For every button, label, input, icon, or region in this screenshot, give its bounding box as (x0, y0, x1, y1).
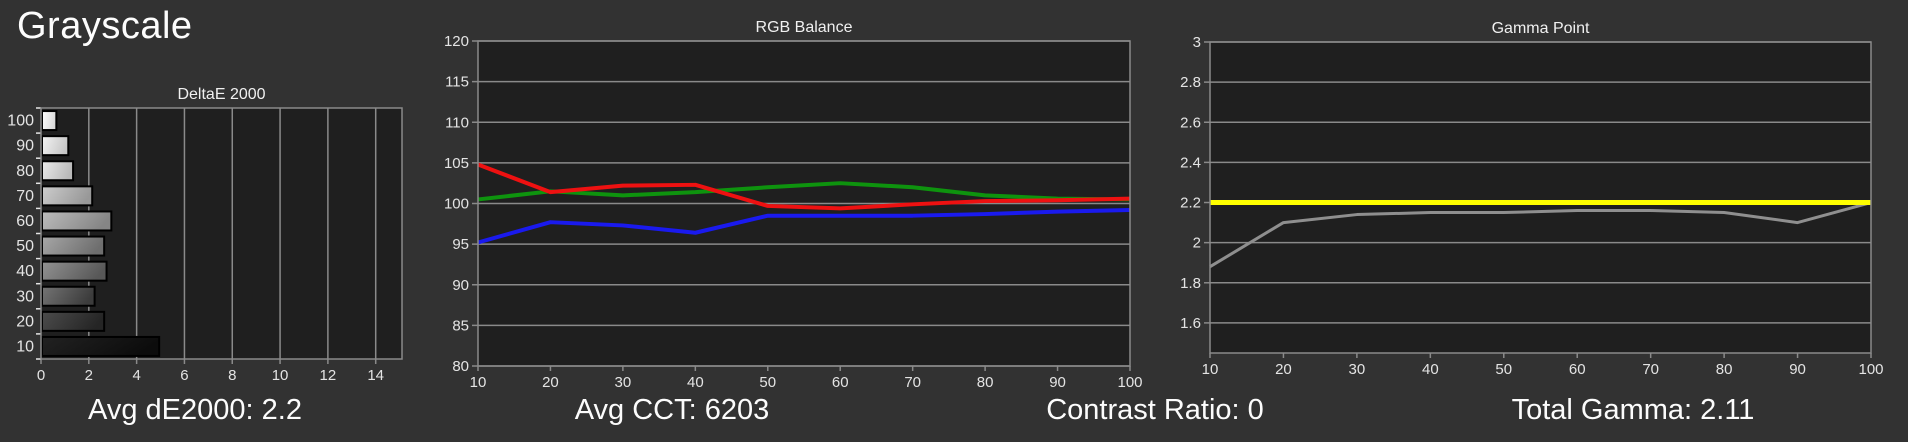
deltae-bar-30 (41, 285, 96, 307)
axis-tick-label: 30 (615, 374, 632, 391)
axis-tick-label: 20 (542, 374, 559, 391)
green-line (477, 181, 1131, 202)
axis-tick-label: 70 (1642, 361, 1659, 378)
deltae-bar-100 (41, 110, 58, 132)
deltae-bar-90 (41, 135, 70, 157)
axes: 3 2.8 2.6 2.4 2.2 2 1.8 1.6 10 20 30 40 50 60 70 80 90 10… (1180, 34, 1883, 378)
axis-tick-label: 90 (16, 138, 34, 155)
axis-tick-label: 2.6 (1180, 114, 1201, 131)
axis-tick-label: 40 (687, 374, 704, 391)
axis-tick-label: 2.4 (1180, 154, 1201, 171)
series (1209, 200, 1872, 269)
axis-tick-label: 115 (445, 74, 469, 91)
axis-tick-label: 100 (1117, 374, 1142, 391)
axis-tick-label: 90 (452, 277, 469, 294)
axis-tick-label: 90 (1789, 361, 1806, 378)
plot-area (1210, 42, 1871, 353)
axis-tick-label: 70 (904, 374, 921, 391)
axis-tick-label: 105 (444, 155, 469, 172)
stat-contrast-ratio: Contrast Ratio: 0 (1046, 394, 1264, 426)
axis-tick-label: 0 (37, 367, 45, 384)
axes: 0 2 4 6 8 10 12 14 100 90 80 70 60 50 40 30 20 10 (7, 107, 384, 384)
plot-border (1209, 41, 1872, 354)
axis-tick-label: 2 (1193, 235, 1201, 252)
axis-tick-label: 14 (367, 367, 384, 384)
deltae-bar-70 (41, 185, 94, 207)
axis-tick-label: 10 (272, 367, 289, 384)
series (477, 162, 1131, 245)
axis-tick-label: 8 (228, 367, 236, 384)
axis-tick-label: 110 (445, 114, 469, 131)
axis-tick-label: 1.6 (1180, 315, 1201, 332)
deltae-bar-40 (41, 260, 108, 282)
axis-tick-label: 30 (1349, 361, 1366, 378)
blue-line (477, 208, 1131, 245)
axis-tick-label: 60 (16, 213, 34, 230)
axis-tick-label: 2.8 (1180, 74, 1201, 91)
axis-tick-label: 60 (832, 374, 849, 391)
axis-tick-label: 85 (452, 317, 469, 334)
deltae-2000-bar-chart: DeltaE 2000 0 2 4 6 8 10 12 14 100 90 80 70 60 50 40 30 2… (7, 86, 403, 384)
axis-tick-label: 4 (132, 367, 140, 384)
page-title: Grayscale (17, 5, 193, 47)
axis-tick-label: 50 (759, 374, 776, 391)
axis-tick-label: 6 (180, 367, 188, 384)
chart-title: DeltaE 2000 (177, 86, 265, 103)
axis-tick-label: 50 (16, 238, 34, 255)
axis-tick-label: 80 (1716, 361, 1733, 378)
axis-tick-label: 40 (1422, 361, 1439, 378)
axis-tick-label: 100 (7, 113, 34, 130)
deltae-bar-20 (41, 310, 106, 332)
deltae-bar-60 (41, 210, 113, 232)
plot-border (40, 107, 403, 360)
axis-tick-label: 1.8 (1180, 275, 1201, 292)
axis-tick-label: 60 (1569, 361, 1586, 378)
axis-tick-label: 3 (1193, 34, 1201, 51)
deltae-bar-80 (41, 160, 75, 182)
axis-tick-label: 10 (470, 374, 487, 391)
axis-tick-label: 20 (1275, 361, 1292, 378)
axis-tick-label: 95 (452, 236, 469, 253)
axis-tick-label: 20 (16, 313, 34, 330)
axis-tick-label: 40 (16, 263, 34, 280)
axis-tick-label: 10 (1202, 361, 1219, 378)
axis-tick-label: 80 (16, 163, 34, 180)
stat-avg-de2000: Avg dE2000: 2.2 (88, 394, 302, 426)
chart-title: Gamma Point (1492, 20, 1590, 37)
axis-tick-label: 2 (85, 367, 93, 384)
axis-tick-label: 30 (16, 288, 34, 305)
stat-avg-cct: Avg CCT: 6203 (574, 394, 770, 426)
gamma-measured-line (1209, 201, 1872, 269)
axis-tick-label: 70 (16, 188, 34, 205)
bars (41, 110, 161, 357)
stat-total-gamma: Total Gamma: 2.11 (1511, 394, 1755, 426)
gamma-point-line-chart: Gamma Point 3 2.8 2.6 2.4 2.2 2 1.8 1.6 10 20 30 40 5… (1180, 20, 1883, 378)
deltae-bar-10 (41, 335, 161, 357)
axis-tick-label: 2.2 (1180, 195, 1201, 212)
axis-tick-label: 10 (16, 338, 34, 355)
deltae-bar-50 (41, 235, 106, 257)
gridlines (88, 108, 377, 359)
plot-border (477, 40, 1131, 367)
axis-tick-label: 80 (977, 374, 994, 391)
red-line (477, 162, 1131, 211)
axis-tick-label: 120 (444, 33, 469, 50)
axis-tick-label: 50 (1495, 361, 1512, 378)
axis-tick-label: 100 (444, 196, 469, 213)
axis-tick-label: 90 (1049, 374, 1066, 391)
axis-tick-label: 12 (320, 367, 337, 384)
chart-title: RGB Balance (756, 19, 853, 36)
axis-tick-label: 80 (452, 358, 469, 375)
axis-tick-label: 100 (1858, 361, 1883, 378)
